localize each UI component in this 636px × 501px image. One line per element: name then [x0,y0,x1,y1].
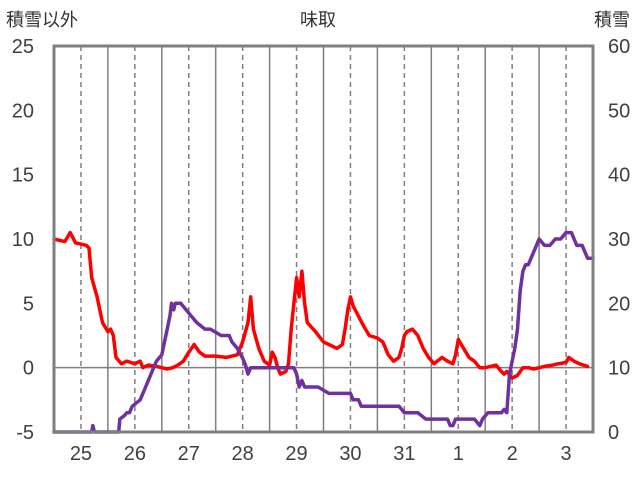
x-tick-label: 30 [339,443,361,465]
series-lines [52,230,595,434]
x-tick-label: 25 [70,443,92,465]
y-right-tick-label: 40 [608,165,630,187]
y-left-tick-label: 20 [12,100,34,122]
y-left-tick-label: -5 [16,422,34,444]
non-snow-line [52,230,590,380]
x-tick-label: 29 [285,443,307,465]
right-axis-label: 積雪 [594,10,630,31]
grid-lines [54,46,593,432]
x-tick-label: 27 [178,443,200,465]
snow-depth-line [52,230,595,434]
y-left-tick-label: 5 [23,293,34,315]
y-right-tick-label: 60 [608,36,630,58]
y-left-tick-label: 25 [12,36,34,58]
x-tick-label: 26 [124,443,146,465]
y-right-tick-label: 10 [608,358,630,380]
left-axis-label: 積雪以外 [6,10,78,31]
y-right-tick-label: 20 [608,293,630,315]
y-left-tick-label: 0 [23,358,34,380]
plot-frame [52,44,595,434]
y-right-tick-label: 0 [608,422,619,444]
x-tick-label: 31 [393,443,415,465]
y-left-tick-label: 15 [12,165,34,187]
y-right-tick-label: 50 [608,100,630,122]
x-tick-label: 2 [507,443,518,465]
chart-title: 味取 [300,10,336,31]
x-tick-label: 1 [453,443,464,465]
x-tick-label: 3 [560,443,571,465]
y-right-tick-label: 30 [608,229,630,251]
tick-labels: -5 0 5 10 15 20 25 0 10 20 30 40 50 60 25 26 27 28 29 30 31 1… [12,36,631,465]
x-tick-label: 28 [232,443,254,465]
y-left-tick-label: 10 [12,229,34,251]
